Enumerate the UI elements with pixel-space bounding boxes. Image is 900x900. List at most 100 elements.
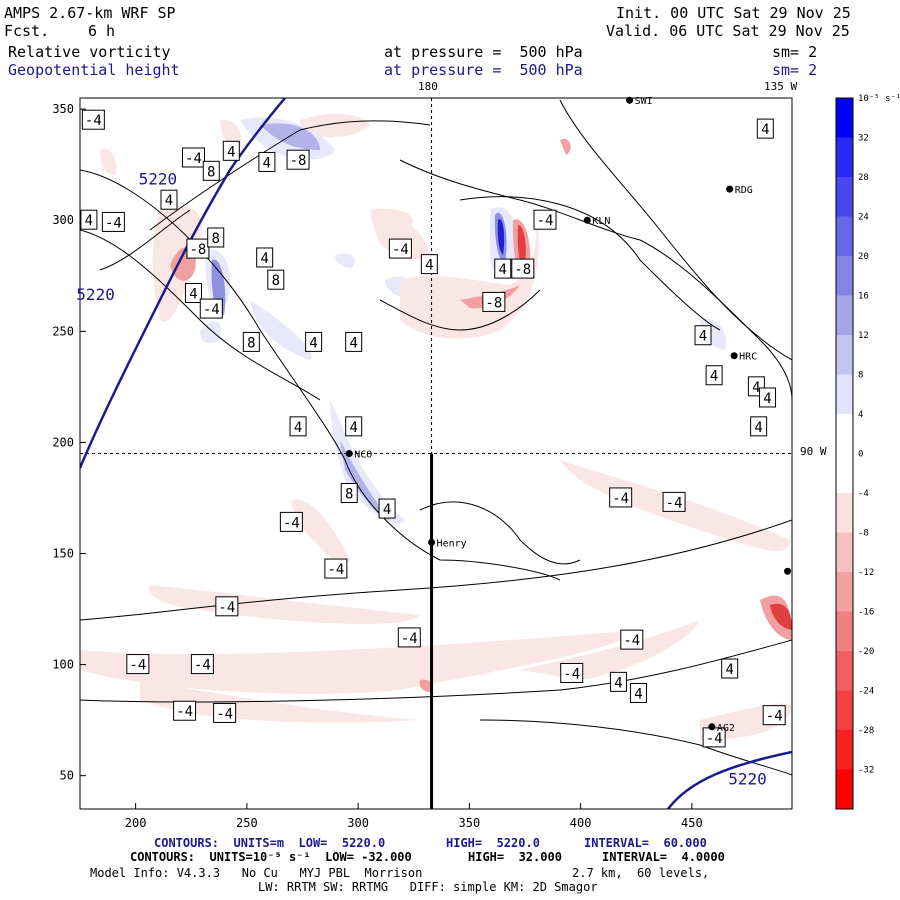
x-tick-label: 450 <box>681 816 703 830</box>
y-tick-label: 200 <box>52 435 74 449</box>
contour-label-box <box>324 558 348 579</box>
contour-label-box <box>340 482 358 503</box>
contour-label: -4 <box>563 666 580 682</box>
colorbar-tick-label: -8 <box>858 529 869 539</box>
y-tick-label: 250 <box>52 324 74 338</box>
contour-label-box <box>756 118 774 139</box>
contour-label-box <box>378 498 396 519</box>
y-tick-label: 350 <box>52 102 74 116</box>
colorbar-swatch <box>836 532 853 573</box>
footer-physics: LW: RRTM SW: RRTMG DIFF: simple KM: 2D S… <box>258 880 598 894</box>
contour-label: -4 <box>612 491 629 507</box>
contour-label: 4 <box>763 391 771 407</box>
contour-label-box <box>388 238 412 259</box>
x-tick-label: 300 <box>347 816 369 830</box>
station-dot <box>428 538 436 546</box>
contour-label-box <box>609 487 633 508</box>
colorbar-swatch <box>836 690 853 731</box>
contour-label-box <box>629 682 647 703</box>
contour-label-box <box>694 325 712 346</box>
height-contour-label: 5220 <box>139 170 178 189</box>
contour-label-box <box>289 416 307 437</box>
contour-label: 4 <box>165 193 173 209</box>
height-contour-label: 5220 <box>76 285 115 304</box>
contour-label: -4 <box>623 633 640 649</box>
contour-label-box <box>662 491 686 512</box>
contour-label: 4 <box>754 420 762 436</box>
height-contour-label: 5220 <box>728 770 767 789</box>
station-dot <box>730 352 738 360</box>
field2-pressure: at pressure = 500 hPa <box>384 61 583 79</box>
colorbar-swatch <box>836 335 853 375</box>
footer-height-contours: CONTOURS: UNITS=m LOW= 5220.0 <box>154 836 386 850</box>
contour-label-box <box>286 149 310 170</box>
contour-label: -4 <box>194 658 211 674</box>
contour-label: 4 <box>752 380 760 396</box>
contour-label: -4 <box>537 213 554 229</box>
contour-label-box <box>258 151 276 172</box>
contour-label: 4 <box>425 258 433 274</box>
footer-vort-contours: CONTOURS: UNITS=10⁻⁵ s⁻¹ LOW= -32.000 <box>130 850 412 864</box>
colorbar-tick-label: 12 <box>858 331 869 341</box>
colorbar-tick-label: 4 <box>858 410 863 420</box>
contour-label: -8 <box>514 262 531 278</box>
contour-label: 4 <box>349 335 357 351</box>
station-dot <box>784 567 792 575</box>
station-dot <box>708 723 716 731</box>
contour-label: -4 <box>85 113 102 129</box>
contour-label: -4 <box>392 242 409 258</box>
stations: NCO Henry KLN RDG HRC AG2 SWI <box>345 96 792 734</box>
contour-label: 4 <box>227 144 235 160</box>
contour-label-box <box>560 662 584 683</box>
contour-label: 4 <box>189 287 197 303</box>
colorbar-swatch <box>836 216 853 257</box>
contour-label-box <box>256 247 274 268</box>
contour-label-box <box>101 211 125 232</box>
field1-smoothing: sm= 2 <box>772 43 818 61</box>
colorbar-tick-label: 28 <box>858 173 869 183</box>
station-dot <box>345 450 353 457</box>
contour-label: 8 <box>272 273 280 289</box>
contour-label: -4 <box>203 302 220 318</box>
colorbar-frame <box>835 97 854 810</box>
contour-label-box <box>215 596 239 617</box>
y-tick-label: 100 <box>52 658 74 672</box>
footer-model-info: Model Info: V4.3.3 No Cu MYJ PBL Morriso… <box>90 866 423 880</box>
contour-label: 4 <box>260 251 268 267</box>
contour-label-box <box>190 654 214 675</box>
colorbar-tick-label: -12 <box>858 568 874 578</box>
contour-label-box <box>345 331 363 352</box>
contour-label-box <box>186 238 210 259</box>
contour-label: 4 <box>499 262 507 278</box>
contour-label-box <box>207 227 225 248</box>
contour-label: 4 <box>634 686 642 702</box>
contour-label-box <box>80 209 98 230</box>
contour-label: -8 <box>485 295 502 311</box>
contour-label-box <box>173 700 197 721</box>
contour-label-box <box>305 331 323 352</box>
contour-label: -4 <box>766 709 783 725</box>
contour-label: -4 <box>401 631 418 647</box>
contour-label: -4 <box>105 215 122 231</box>
colorbar-tick-label: -32 <box>858 766 874 776</box>
contour-label-box <box>199 298 223 319</box>
contour-label-box <box>181 147 205 168</box>
contour-label-box <box>750 416 768 437</box>
colorbar-tick-label: 0 <box>858 450 863 460</box>
colorbar-swatch <box>836 295 853 336</box>
contour-label-box <box>279 511 303 532</box>
station-dot <box>583 216 591 224</box>
contour-label: -4 <box>283 515 300 531</box>
contour-label: 8 <box>345 486 353 502</box>
contour-label-box <box>620 629 644 650</box>
valid-time: Valid. 06 UTC Sat 29 Nov 25 <box>606 22 850 40</box>
contour-label-box <box>160 189 178 210</box>
colorbar-swatch <box>836 730 853 770</box>
x-tick-label: 400 <box>570 816 592 830</box>
colorbar-tick-label: 32 <box>858 134 869 144</box>
colorbar-swatch <box>836 572 853 612</box>
x-tick-label: 200 <box>125 816 147 830</box>
station-dot <box>726 185 734 193</box>
contour-label: -4 <box>176 704 193 720</box>
colorbar-swatch <box>836 98 853 138</box>
